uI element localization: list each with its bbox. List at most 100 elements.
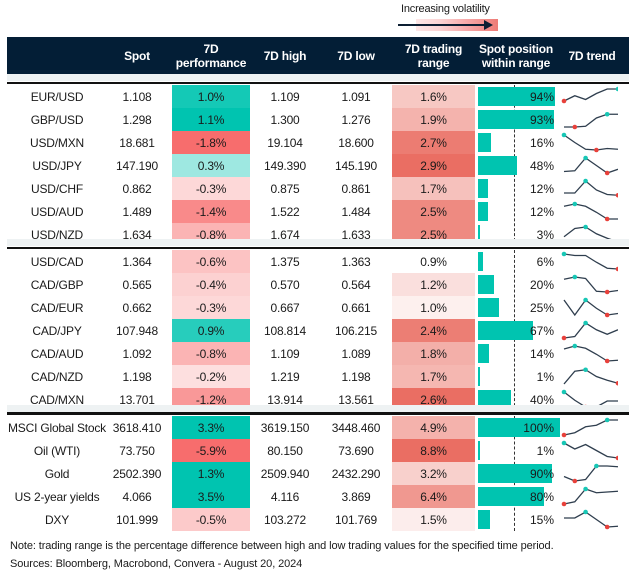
trend-high-marker [594, 463, 599, 469]
table-row: DXY 101.999 -0.5% 103.272 101.769 1.5% 15% [7, 508, 629, 531]
position-bar [478, 298, 499, 317]
low-value: 1.089 [341, 346, 371, 361]
low-value: 3448.460 [331, 420, 381, 435]
position-bar [478, 510, 491, 529]
position-bar [478, 464, 552, 483]
low-value: 1.484 [341, 204, 371, 219]
performance-value: -0.8% [172, 342, 250, 365]
position-bar [478, 179, 488, 198]
trend-low-marker [604, 312, 610, 318]
position-percent: 15% [529, 512, 554, 527]
trading-range-value: 1.0% [392, 296, 475, 319]
asset-name: CAD/JPY [32, 323, 82, 338]
volatility-arrow-icon [398, 19, 498, 31]
low-value: 101.769 [335, 512, 377, 527]
low-value: 106.215 [335, 323, 377, 338]
high-value: 13.914 [267, 392, 303, 407]
position-percent: 1% [536, 369, 554, 384]
spot-value: 4.066 [122, 489, 152, 504]
trend-high-marker [583, 155, 588, 161]
group-separator [7, 247, 629, 249]
trend-high-marker [583, 178, 588, 184]
high-value: 3619.150 [260, 420, 310, 435]
group-gap [7, 405, 629, 412]
trend-high-marker [583, 297, 588, 303]
trading-range-value: 0.9% [420, 254, 447, 269]
spot-value: 0.862 [122, 181, 152, 196]
asset-name: MSCI Global Stock [8, 420, 106, 435]
spot-value: 1.489 [122, 204, 152, 219]
spot-value: 2502.390 [112, 466, 162, 481]
performance-value: 1.0% [172, 85, 250, 108]
trend-sparkline [564, 509, 618, 530]
low-value: 13.561 [338, 392, 374, 407]
asset-name: USD/CHF [31, 181, 83, 196]
trend-line [563, 345, 618, 362]
position-percent: 80% [529, 489, 554, 504]
trend-line [563, 276, 618, 293]
low-value: 0.861 [341, 181, 371, 196]
position-bar [478, 441, 480, 460]
trend-low-marker [572, 124, 578, 130]
performance-value: -1.8% [172, 131, 250, 154]
table-row: USD/MXN 18.681 -1.8% 19.104 18.600 2.7% 16% [7, 131, 629, 154]
low-value: 2432.290 [331, 466, 381, 481]
position-bar [478, 367, 480, 386]
trend-high-marker [604, 111, 610, 117]
spot-value: 13.701 [119, 392, 155, 407]
position-percent: 48% [529, 158, 554, 173]
table-row: USD/CHF 0.862 -0.3% 0.875 0.861 1.7% 12% [7, 177, 629, 200]
asset-name: CAD/AUD [30, 346, 84, 361]
footnote-sources: Sources: Bloomberg, Macrobond, Convera -… [10, 558, 303, 570]
trend-high-marker [572, 201, 578, 207]
trend-low-marker [604, 216, 610, 222]
trend-line [563, 465, 618, 482]
trading-range-value: 4.9% [392, 416, 475, 439]
trend-low-marker [572, 478, 578, 484]
trading-range-value: 1.8% [392, 342, 475, 365]
high-value: 1.219 [270, 369, 300, 384]
table-row: CAD/GBP 0.565 -0.4% 0.570 0.564 1.2% 20% [7, 273, 629, 296]
trend-sparkline [561, 132, 618, 153]
asset-name: US 2-year yields [14, 489, 100, 504]
spot-value: 0.565 [122, 277, 152, 292]
position-percent: 14% [529, 346, 554, 361]
trend-line [564, 113, 618, 128]
performance-value: -0.3% [172, 177, 250, 200]
trend-low-marker [604, 524, 610, 530]
header-low: 7D low [337, 48, 375, 63]
trading-range-value: 2.7% [392, 131, 475, 154]
trading-range-value: 1.9% [392, 108, 475, 131]
trend-high-marker [615, 86, 618, 92]
position-bar [478, 418, 560, 437]
header-trend: 7D trend [568, 48, 616, 63]
asset-name: CAD/EUR [30, 300, 84, 315]
trend-low-marker [561, 335, 567, 341]
position-bar [478, 275, 495, 294]
asset-name: CAD/NZD [31, 369, 83, 384]
position-bar [478, 133, 492, 152]
high-value: 4.116 [270, 489, 300, 504]
spot-value: 0.662 [122, 300, 152, 315]
position-percent: 67% [529, 323, 554, 338]
high-value: 1.522 [270, 204, 300, 219]
spot-value: 1.092 [122, 346, 152, 361]
asset-name: Gold [44, 466, 70, 481]
spot-value: 1.364 [122, 254, 152, 269]
low-value: 0.564 [341, 277, 371, 292]
header-performance: 7D performance [175, 41, 247, 70]
performance-value: 1.1% [172, 108, 250, 131]
trend-line [563, 253, 618, 270]
volatility-legend: Increasing volatility [398, 3, 518, 31]
position-bar [478, 87, 556, 106]
header-spot: Spot [124, 48, 150, 63]
position-bar [478, 321, 533, 340]
performance-value: -0.2% [172, 365, 250, 388]
trend-low-marker [615, 266, 618, 272]
trend-high-marker [561, 389, 567, 395]
trend-high-marker [583, 486, 588, 492]
asset-name: USD/JPY [32, 158, 82, 173]
trading-range-value: 2.9% [392, 154, 475, 177]
position-percent: 93% [529, 112, 554, 127]
high-value: 108.814 [264, 323, 306, 338]
